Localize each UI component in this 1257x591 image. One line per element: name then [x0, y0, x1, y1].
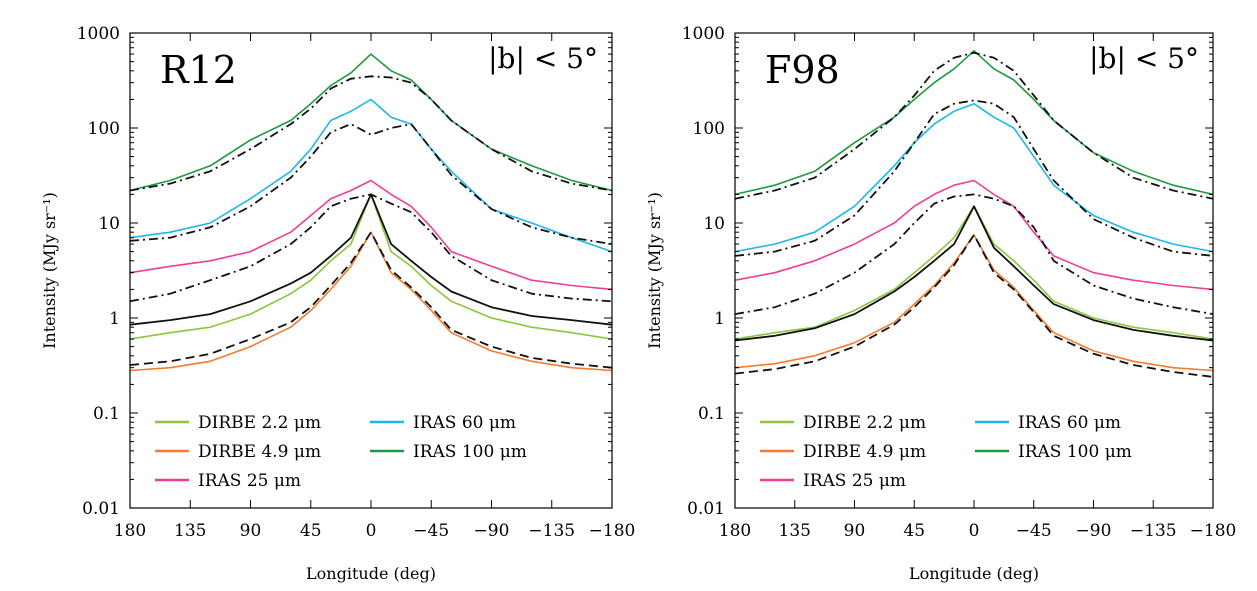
- x-tick-label: 0: [969, 521, 980, 541]
- y-tick-label: 0.01: [687, 499, 725, 519]
- x-tick-label: −90: [1076, 521, 1112, 541]
- series-line: [129, 193, 613, 303]
- y-tick-label: 1000: [77, 24, 120, 44]
- legend-label: DIRBE 2.2 μm: [803, 413, 926, 433]
- y-tick-label: 10: [98, 214, 120, 234]
- y-tick-label: 10: [703, 214, 725, 234]
- region-label: |b| < 5°: [1089, 42, 1199, 75]
- series-line: [734, 49, 1214, 196]
- y-axis-label: Intensity (MJy sr⁻¹): [40, 192, 59, 349]
- series-line: [129, 231, 613, 372]
- chart-panel-2: 0.01 0.1 1 10 100 1000 180 135 90 45 0 −45 −90 −135 −1…: [645, 24, 1236, 583]
- legend-label: IRAS 100 μm: [1018, 442, 1132, 462]
- series-line: [734, 51, 1214, 200]
- y-tick-label: 100: [693, 119, 725, 139]
- legend-label: DIRBE 4.9 μm: [803, 442, 926, 462]
- series-line: [734, 99, 1214, 257]
- series-line: [734, 102, 1214, 253]
- series-line: [129, 75, 613, 192]
- series-line: [129, 193, 613, 326]
- chart-panel-1: 0.01 0.1 1 10 100 1000 180 135 90 45 0 −45 −90 −135 −1…: [40, 24, 635, 583]
- legend-label: DIRBE 4.9 μm: [198, 442, 321, 462]
- y-tick-label: 1: [109, 309, 120, 329]
- legend-label: IRAS 25 μm: [198, 471, 301, 491]
- x-tick-label: −90: [474, 521, 510, 541]
- panel-label: R12: [160, 48, 237, 92]
- y-axis-label: Intensity (MJy sr⁻¹): [645, 192, 664, 349]
- series-line: [129, 98, 613, 253]
- x-tick-label: 45: [300, 521, 322, 541]
- x-tick-label: −135: [1130, 521, 1177, 541]
- series-line: [129, 53, 613, 192]
- series-line: [734, 205, 1214, 340]
- series-line: [734, 179, 1214, 291]
- y-tick-label: 0.01: [82, 499, 120, 519]
- legend-label: IRAS 100 μm: [413, 442, 527, 462]
- x-axis-label: Longitude (deg): [909, 564, 1039, 583]
- y-tick-label: 0.1: [698, 404, 725, 424]
- y-tick-label: 1: [714, 309, 725, 329]
- x-tick-label: 135: [174, 521, 206, 541]
- x-tick-label: 90: [844, 521, 866, 541]
- plot-frame: [129, 32, 613, 509]
- series-line: [734, 205, 1214, 342]
- legend-label: IRAS 60 μm: [413, 413, 516, 433]
- x-tick-label: 135: [779, 521, 811, 541]
- y-tick-label: 1000: [682, 24, 725, 44]
- region-label: |b| < 5°: [488, 42, 598, 75]
- x-tick-label: 90: [240, 521, 262, 541]
- legend-label: IRAS 25 μm: [803, 471, 906, 491]
- panel-label: F98: [765, 48, 840, 92]
- x-tick-label: 0: [366, 521, 377, 541]
- x-tick-label: −180: [1190, 521, 1237, 541]
- x-tick-label: 45: [903, 521, 925, 541]
- x-tick-label: 180: [719, 521, 751, 541]
- series-line: [734, 233, 1214, 378]
- x-tick-label: −45: [1016, 521, 1052, 541]
- series-line: [129, 179, 613, 291]
- legend-label: DIRBE 2.2 μm: [198, 413, 321, 433]
- series-line: [734, 193, 1214, 315]
- series-line: [129, 231, 613, 369]
- series-line: [734, 234, 1214, 372]
- y-tick-label: 0.1: [93, 404, 120, 424]
- x-tick-label: −45: [413, 521, 449, 541]
- y-tick-label: 100: [88, 119, 120, 139]
- x-tick-label: −135: [528, 521, 575, 541]
- legend-label: IRAS 60 μm: [1018, 413, 1121, 433]
- x-tick-label: −180: [589, 521, 636, 541]
- x-tick-label: 180: [114, 521, 146, 541]
- x-axis-label: Longitude (deg): [306, 564, 436, 583]
